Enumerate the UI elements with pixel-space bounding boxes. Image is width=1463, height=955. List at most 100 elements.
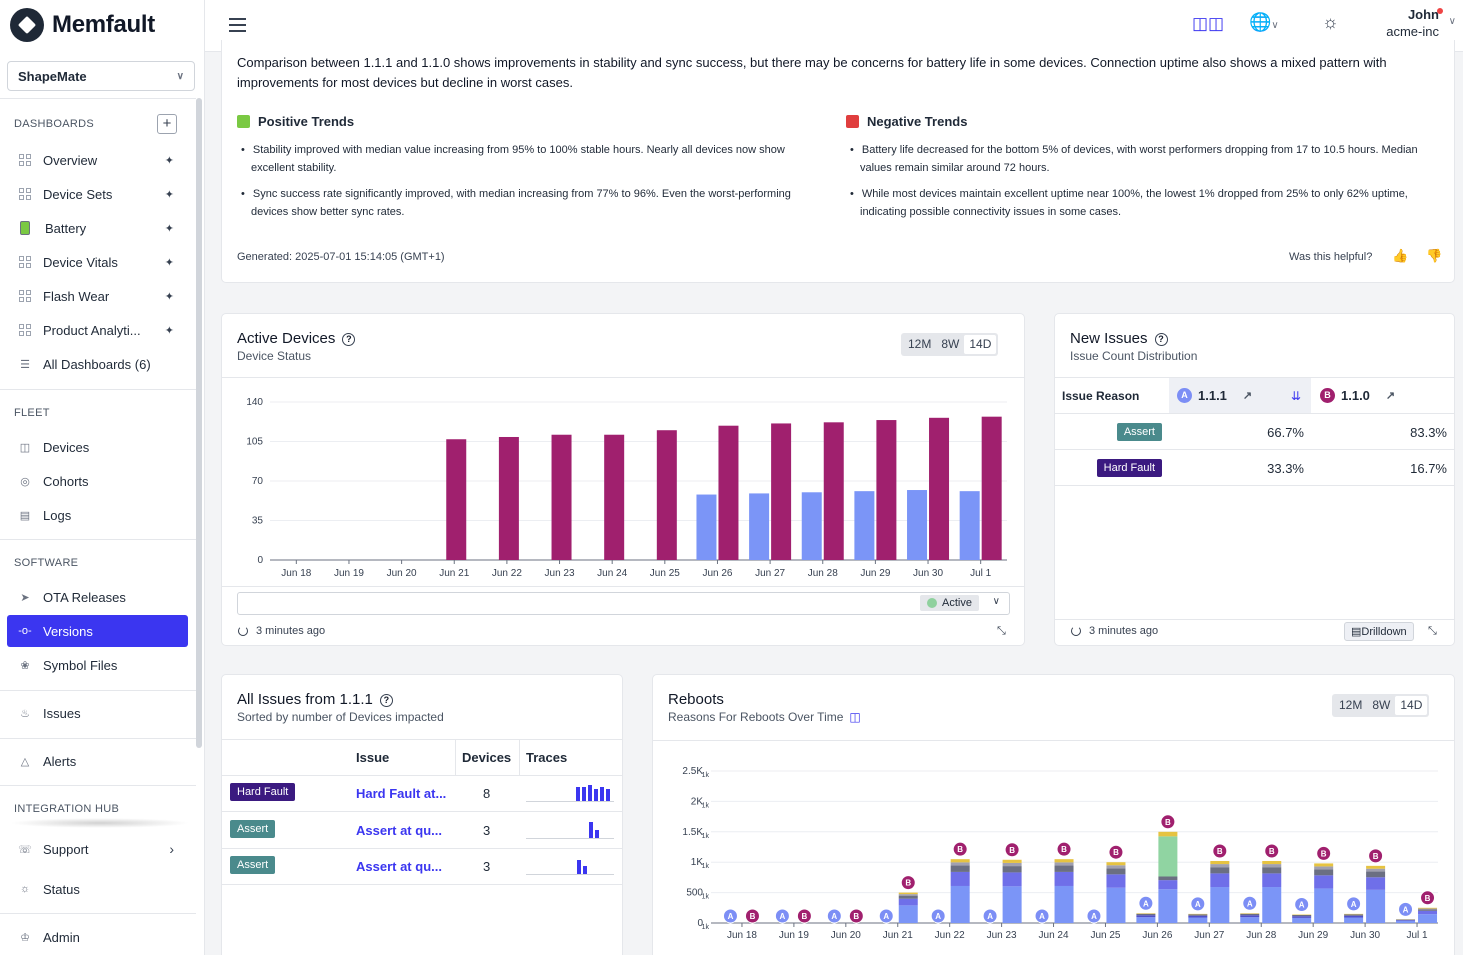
bar-1-1-0[interactable] bbox=[718, 425, 739, 560]
bar-1-1-0[interactable] bbox=[929, 417, 950, 560]
range-8w[interactable]: 8W bbox=[941, 337, 960, 351]
segments-icon[interactable]: ◫◫ bbox=[1192, 14, 1225, 33]
version-marker[interactable]: A bbox=[1242, 895, 1258, 911]
pin-icon[interactable]: ✦ bbox=[164, 324, 174, 337]
version-marker[interactable]: B bbox=[1160, 814, 1176, 830]
drilldown-button[interactable]: ▤Drilldown bbox=[1344, 622, 1414, 641]
sort-icon[interactable]: ⇊ bbox=[1291, 389, 1302, 403]
version-marker[interactable]: A bbox=[982, 908, 998, 924]
version-marker[interactable]: B bbox=[1368, 848, 1384, 864]
version-marker[interactable]: A bbox=[1034, 908, 1050, 924]
reboot-bar-segment-b[interactable] bbox=[1002, 866, 1022, 873]
reboot-bar-segment-b[interactable] bbox=[1158, 836, 1178, 877]
reboot-bar-segment-b[interactable] bbox=[898, 898, 918, 906]
bar-1-1-0[interactable] bbox=[656, 430, 677, 560]
reboot-bar-segment-b[interactable] bbox=[898, 894, 918, 896]
version-marker[interactable]: B bbox=[796, 908, 812, 924]
bar-1-1-1[interactable] bbox=[854, 491, 875, 560]
range-14d[interactable]: 14D bbox=[964, 335, 997, 354]
reboot-bar-segment-a[interactable] bbox=[1136, 917, 1156, 923]
sidebar-item-logs[interactable]: ▤ Logs bbox=[7, 499, 188, 531]
bar-1-1-1[interactable] bbox=[959, 491, 980, 560]
table-row[interactable]: Hard Fault Hard Fault at... 8 bbox=[222, 776, 622, 812]
reboot-bar-segment-b[interactable] bbox=[898, 892, 918, 895]
version-marker[interactable]: A bbox=[1138, 895, 1154, 911]
reboot-bar-segment-b[interactable] bbox=[950, 865, 970, 872]
thumbs-up-icon[interactable]: 👍 bbox=[1392, 248, 1409, 263]
sidebar-item-issues[interactable]: ♨ Issues bbox=[7, 697, 188, 729]
pin-icon[interactable]: ✦ bbox=[164, 154, 174, 167]
reboot-bar-segment-b[interactable] bbox=[1418, 908, 1438, 910]
reboot-bar-segment-b[interactable] bbox=[1106, 868, 1126, 875]
thumbs-down-icon[interactable]: 👎 bbox=[1426, 248, 1443, 263]
bar-1-1-1[interactable] bbox=[696, 494, 717, 560]
reboot-bar-segment-a[interactable] bbox=[1292, 916, 1312, 918]
reboot-bar-segment-b[interactable] bbox=[1366, 877, 1386, 890]
reboot-bar-segment-b[interactable] bbox=[1366, 889, 1386, 923]
issue-link[interactable]: Assert at qu... bbox=[356, 822, 442, 838]
sidebar-item-device-vitals[interactable]: Device Vitals ✦ bbox=[7, 246, 188, 278]
version-marker[interactable]: B bbox=[1056, 841, 1072, 857]
sidebar-item-flash-wear[interactable]: Flash Wear ✦ bbox=[7, 280, 188, 312]
sidebar-item-symbol-files[interactable]: ❀ Symbol Files bbox=[7, 649, 188, 681]
bar-1-1-0[interactable] bbox=[551, 434, 572, 560]
range-8w[interactable]: 8W bbox=[1372, 698, 1391, 712]
table-row[interactable]: Hard Fault 33.3% 16.7% bbox=[1055, 450, 1454, 486]
sidebar-item-support[interactable]: ☏ Support › bbox=[7, 833, 188, 865]
reboot-bar-segment-a[interactable] bbox=[1396, 920, 1416, 921]
reboot-bar-segment-a[interactable] bbox=[1292, 914, 1312, 917]
pin-icon[interactable]: ✦ bbox=[164, 222, 174, 235]
reboot-bar-segment-a[interactable] bbox=[1136, 915, 1156, 918]
reboot-bar-segment-b[interactable] bbox=[1002, 859, 1022, 863]
sidebar-item-status[interactable]: ☼ Status bbox=[7, 873, 188, 905]
version-marker[interactable]: A bbox=[826, 908, 842, 924]
version-marker[interactable]: B bbox=[1212, 843, 1228, 859]
user-menu[interactable]: John acme-inc bbox=[1386, 6, 1439, 40]
reboot-bar-segment-b[interactable] bbox=[1314, 875, 1334, 889]
version-marker[interactable]: A bbox=[774, 908, 790, 924]
reboot-bar-segment-b[interactable] bbox=[1002, 886, 1022, 923]
reboot-bar-segment-a[interactable] bbox=[1240, 917, 1260, 923]
range-12m[interactable]: 12M bbox=[1339, 698, 1363, 712]
chevron-down-icon[interactable]: ∨ bbox=[1448, 16, 1456, 27]
series-chip-active[interactable]: Active bbox=[920, 595, 979, 611]
sidebar-item-battery[interactable]: Battery ✦ bbox=[7, 212, 188, 244]
sidebar-item-cohorts[interactable]: ◎ Cohorts bbox=[7, 465, 188, 497]
reboot-bar-segment-b[interactable] bbox=[1054, 865, 1074, 872]
expand-icon[interactable]: ⤡ bbox=[1428, 625, 1437, 637]
table-row[interactable]: Assert Assert at qu... 3 bbox=[222, 849, 622, 885]
reboot-bar-segment-b[interactable] bbox=[1158, 880, 1178, 890]
reboot-bar-segment-b[interactable] bbox=[898, 905, 918, 923]
bar-1-1-1[interactable] bbox=[907, 490, 928, 560]
help-icon[interactable]: ? bbox=[379, 694, 393, 707]
version-marker[interactable]: A bbox=[722, 908, 738, 924]
reboot-bar-segment-b[interactable] bbox=[1314, 869, 1334, 876]
issue-link[interactable]: Assert at qu... bbox=[356, 859, 442, 874]
reboot-bar-segment-b[interactable] bbox=[1158, 889, 1178, 923]
pin-icon[interactable]: ✦ bbox=[164, 188, 174, 201]
refresh-icon[interactable] bbox=[238, 626, 248, 636]
reboot-bar-segment-b[interactable] bbox=[1262, 867, 1282, 874]
bar-1-1-1[interactable] bbox=[801, 492, 822, 560]
reboot-bar-segment-b[interactable] bbox=[1002, 872, 1022, 887]
reboot-bar-segment-b[interactable] bbox=[1366, 871, 1386, 878]
version-marker[interactable]: A bbox=[1190, 896, 1206, 912]
reboot-bar-segment-b[interactable] bbox=[1210, 873, 1230, 888]
version-marker[interactable]: B bbox=[1108, 844, 1124, 860]
bar-1-1-0[interactable] bbox=[876, 420, 897, 560]
reboot-bar-segment-b[interactable] bbox=[950, 871, 970, 886]
reboot-bar-segment-a[interactable] bbox=[1188, 914, 1208, 916]
reboot-bar-segment-a[interactable] bbox=[1240, 915, 1260, 918]
reboot-bar-segment-a[interactable] bbox=[1396, 919, 1416, 921]
reboot-bar-segment-b[interactable] bbox=[1210, 860, 1230, 865]
version-marker[interactable]: A bbox=[1086, 908, 1102, 924]
reboot-bar-segment-b[interactable] bbox=[1418, 914, 1438, 923]
reboot-bar-segment-b[interactable] bbox=[1158, 876, 1178, 881]
issue-link[interactable]: Hard Fault at... bbox=[356, 786, 447, 801]
version-marker[interactable]: B bbox=[1420, 890, 1436, 906]
reboot-bar-segment-b[interactable] bbox=[1418, 907, 1438, 909]
series-filter-select[interactable]: Active ∨ bbox=[237, 592, 1010, 615]
external-link-icon[interactable]: ↗ bbox=[1242, 390, 1253, 402]
reboot-bar-segment-b[interactable] bbox=[950, 885, 970, 923]
issue-type-tag[interactable]: Hard Fault bbox=[230, 783, 296, 801]
